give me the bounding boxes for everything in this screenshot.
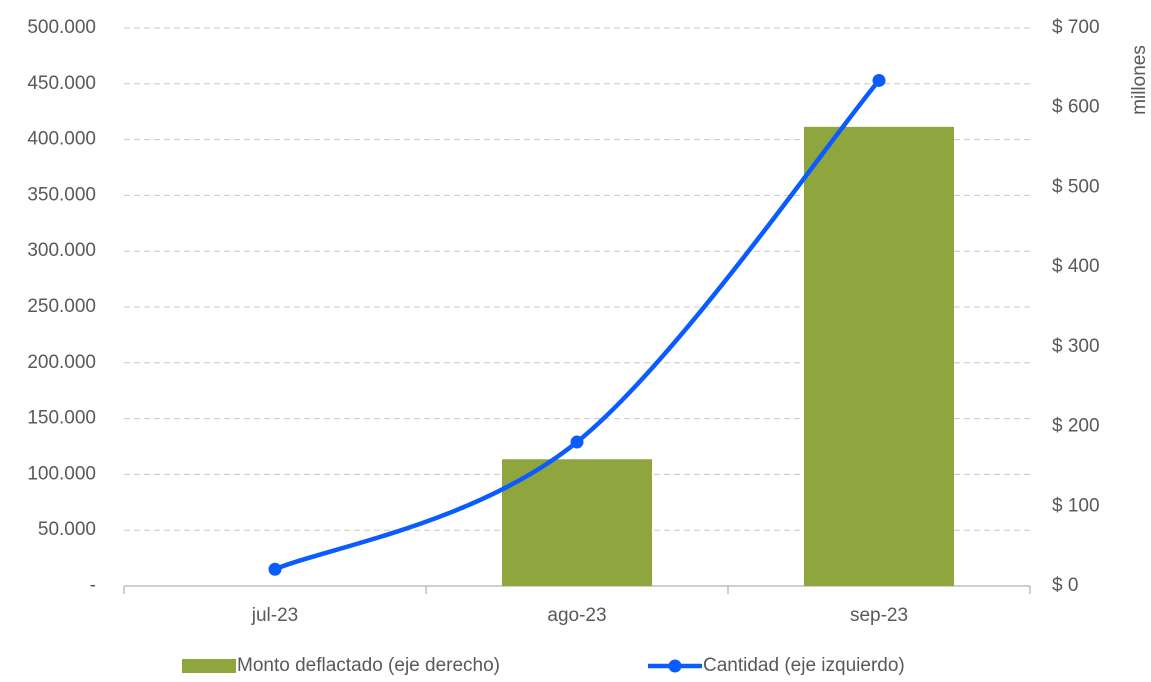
- bar: [804, 126, 954, 587]
- x-tick-label: jul-23: [251, 605, 298, 626]
- y-tick-label: -: [90, 575, 96, 596]
- x-tick-label: sep-23: [850, 605, 908, 626]
- y2-tick-label: $ 600: [1052, 97, 1100, 118]
- y-tick-label: 350.000: [27, 184, 96, 205]
- legend-label: Monto deflactado (eje derecho): [237, 655, 500, 676]
- line-marker: [872, 73, 886, 87]
- y-tick-label: 250.000: [27, 296, 96, 317]
- line-marker: [268, 562, 282, 576]
- y-tick-label: 450.000: [27, 73, 96, 94]
- y-tick-label: 50.000: [38, 519, 96, 540]
- y2-tick-label: $ 300: [1052, 336, 1100, 357]
- y2-tick-label: $ 100: [1052, 495, 1100, 516]
- y-tick-label: 100.000: [27, 463, 96, 484]
- y-tick-label: 200.000: [27, 352, 96, 373]
- y-tick-label: 150.000: [27, 408, 96, 429]
- y-tick-label: 300.000: [27, 240, 96, 261]
- legend-swatch: [182, 659, 236, 673]
- y2-tick-label: $ 700: [1052, 17, 1100, 38]
- legend-swatch: [668, 659, 682, 673]
- y2-tick-label: $ 500: [1052, 176, 1100, 197]
- bar: [502, 459, 652, 586]
- line: [274, 79, 881, 572]
- line-marker: [570, 435, 584, 449]
- y2-axis-label: millones: [1129, 45, 1150, 115]
- y2-tick-label: $ 200: [1052, 416, 1100, 437]
- legend-label: Cantidad (eje izquierdo): [703, 655, 905, 676]
- y-tick-label: 500.000: [27, 17, 96, 38]
- x-tick-label: ago-23: [547, 605, 606, 626]
- y2-tick-label: $ 0: [1052, 575, 1078, 596]
- y-tick-label: 400.000: [27, 129, 96, 150]
- y2-tick-label: $ 400: [1052, 256, 1100, 277]
